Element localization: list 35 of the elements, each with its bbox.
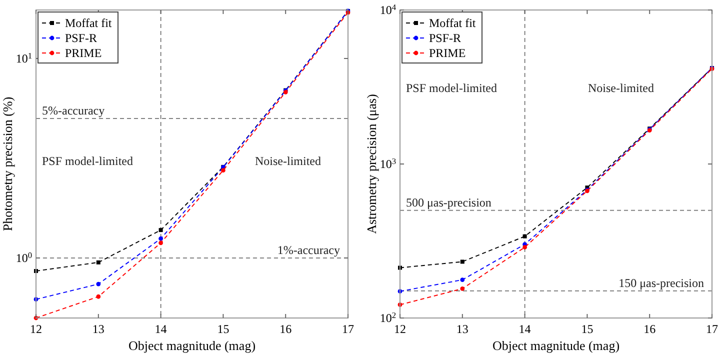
x-tick-label: 17 [342,322,354,336]
y-tick-label: 10$^{1}$ [16,50,32,66]
x-axis-title: Object magnitude (mag) [128,338,256,353]
legend-label: PRIME [429,46,466,60]
legend-label: PSF-R [65,31,98,45]
y-tick-label: 10$^{3}$ [380,156,396,171]
ref-line-label: 500 μas-precision [406,195,492,210]
legend-label: Moffat fit [65,16,112,30]
annotation: Noise-limited [588,81,654,95]
x-tick-label: 12 [30,322,42,336]
annotation: PSF model-limited [406,81,498,95]
annotation: PSF model-limited [42,154,134,168]
annotation: Noise-limited [255,154,321,168]
ref-line-label: 150 μas-precision [618,276,704,290]
x-tick-label: 15 [217,322,230,336]
x-axis-title: Object magnitude (mag) [492,338,620,353]
ref-line-label: 1%-accuracy [277,242,340,257]
x-tick-label: 16 [280,322,292,336]
x-tick-label: 16 [644,322,656,336]
legend-label: PSF-R [429,31,462,45]
x-tick-label: 15 [581,322,594,336]
x-tick-label: 12 [394,322,406,336]
x-tick-label: 13 [92,322,104,336]
legend-label: PRIME [65,46,102,60]
x-tick-label: 13 [456,322,468,336]
y-axis-title: Astrometry precision (μas) [364,94,379,234]
y-tick-label: 10$^{2}$ [380,310,396,325]
x-tick-label: 14 [518,322,531,336]
y-axis-title: Photometry precision (%) [0,96,15,232]
x-tick-label: 14 [154,322,167,336]
x-tick-label: 17 [706,322,718,336]
ref-line-label: 5%-accuracy [42,104,105,118]
y-tick-label: 10$^{0}$ [16,250,32,265]
legend-label: Moffat fit [429,16,476,30]
y-tick-label: 10$^{4}$ [380,2,397,17]
